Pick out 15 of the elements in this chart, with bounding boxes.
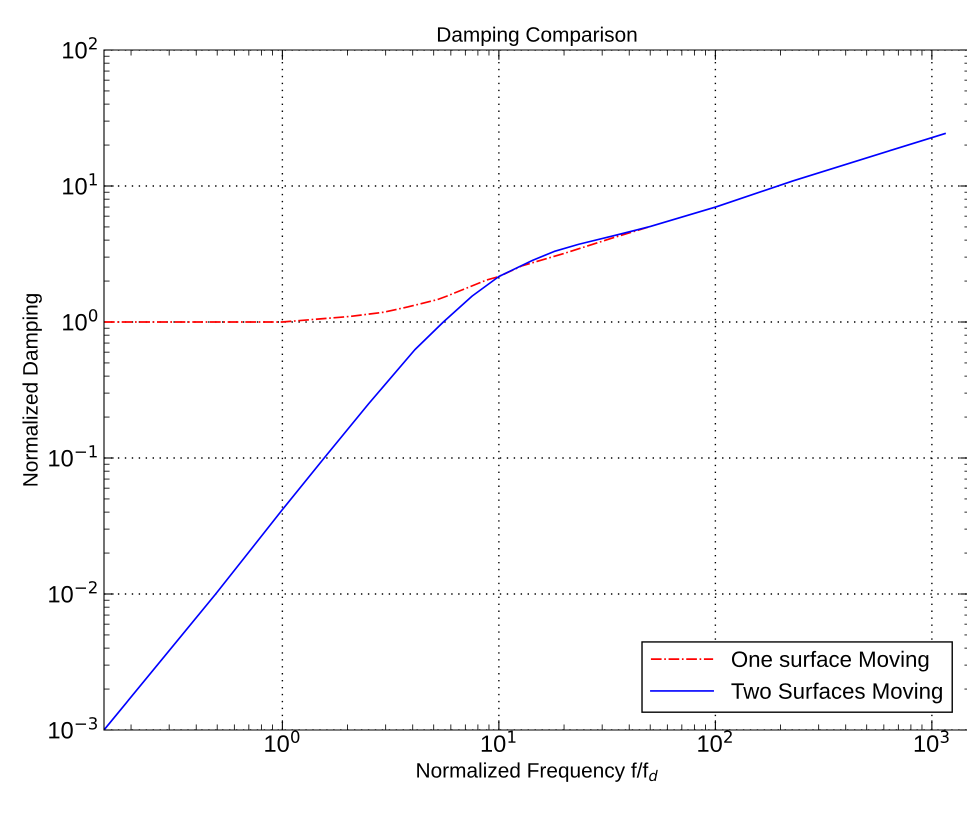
x-tick-label: 10$^{3}$ [914,730,949,752]
x-tick-label: 10$^{0}$ [265,730,300,752]
y-tick-label: 10$^{−3}$ [49,717,97,739]
x-tick-label: 10$^{2}$ [698,730,732,752]
legend-label: Two Surfaces Moving [731,682,942,704]
chart-title: Damping Comparison [438,26,636,46]
y-tick-label: 10$^{−1}$ [49,445,97,467]
y-tick-label: 10$^{0}$ [63,309,98,331]
x-axis-title: Normalized Frequency f/f$_{d}$ [417,762,658,782]
y-axis-title: Normalized Damping [22,294,42,486]
x-tick-label: 10$^{1}$ [482,730,516,752]
legend-label: One surface Moving [732,650,928,672]
y-tick-label: 10$^{2}$ [63,37,97,59]
y-tick-label: 10$^{−2}$ [49,581,97,603]
y-tick-label: 10$^{1}$ [63,173,97,195]
